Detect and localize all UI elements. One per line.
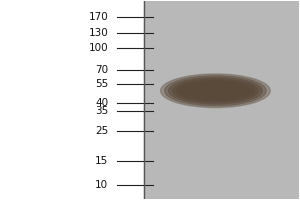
Text: 70: 70 (95, 65, 108, 75)
Text: 100: 100 (89, 43, 108, 53)
Ellipse shape (177, 80, 254, 101)
Ellipse shape (169, 77, 262, 104)
Text: 25: 25 (95, 126, 108, 136)
Ellipse shape (189, 85, 242, 96)
Text: 15: 15 (95, 156, 108, 166)
Text: 130: 130 (88, 28, 108, 38)
Text: 10: 10 (95, 180, 108, 190)
Ellipse shape (184, 84, 246, 98)
Text: 170: 170 (88, 12, 108, 22)
Ellipse shape (181, 82, 250, 99)
Text: 55: 55 (95, 79, 108, 89)
Bar (144, 1, 298, 199)
Text: 40: 40 (95, 98, 108, 108)
Ellipse shape (160, 74, 270, 108)
Text: 35: 35 (95, 106, 108, 116)
Ellipse shape (165, 76, 266, 106)
Ellipse shape (172, 79, 258, 103)
